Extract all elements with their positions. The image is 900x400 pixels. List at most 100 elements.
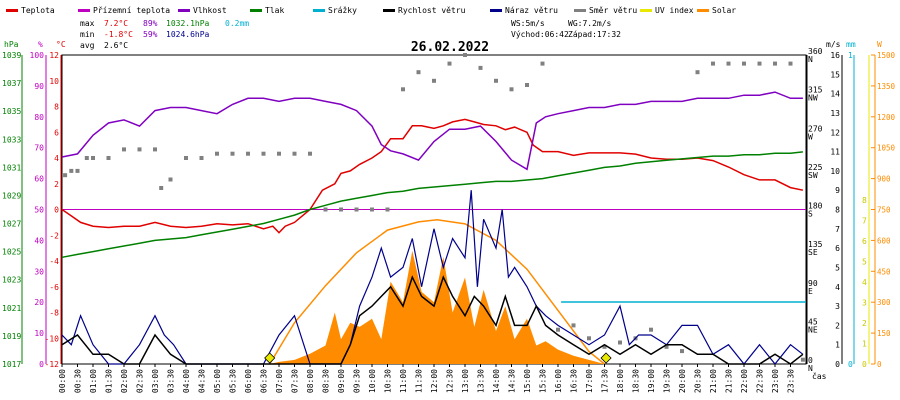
x-tick-label: 04:30 (198, 369, 207, 393)
legend-label: Přízemní teplota (93, 6, 170, 15)
wind-direction-point (199, 156, 204, 160)
wind-direction-point (323, 207, 328, 212)
wind-speed-tick: 16 (830, 51, 840, 60)
stats-max-label: max (80, 19, 95, 28)
legend-label: Tlak (265, 6, 284, 15)
wind-direction-tick: 90 (808, 279, 818, 288)
humidity-tick: 30 (34, 267, 44, 276)
legend-swatch (574, 9, 586, 12)
pressure-line (61, 151, 803, 259)
wind-direction-point (168, 177, 173, 182)
stats-wind-gust: WG:7.2m/s (568, 19, 612, 28)
x-tick-label: 02:30 (136, 369, 145, 393)
x-tick-label: 10:00 (368, 369, 377, 393)
wind-speed-tick: 0 (835, 360, 840, 369)
temperature-unit: °C (56, 40, 66, 49)
wind-speed-unit: m/s (826, 40, 841, 49)
wind-direction-point (215, 151, 219, 156)
uv-marker (600, 352, 612, 364)
wind-direction-tick: 225 (808, 163, 823, 172)
x-tick-label: 17:30 (601, 369, 610, 393)
wind-direction-tick: 315 (808, 86, 823, 95)
solar-theoretical-line (269, 219, 605, 365)
x-tick-label: 05:00 (213, 369, 222, 393)
wind-speed-tick: 2 (835, 321, 840, 330)
wind-direction-label: SW (808, 171, 818, 180)
wind-direction-tick: 180 (808, 202, 823, 211)
wind-direction-point (618, 340, 622, 345)
wind-direction-tick: 0 (808, 356, 813, 365)
stats-rain: 0.2mm (225, 19, 249, 28)
temperature-tick: -12 (45, 360, 60, 369)
x-tick-label: 18:00 (616, 369, 625, 393)
temperature-tick: -8 (49, 309, 59, 318)
x-axis-unit: čas (812, 371, 827, 381)
x-tick-label: 04:00 (182, 369, 191, 393)
wind-direction-point (230, 151, 235, 156)
legend: Teplota Přízemní teplota Vlhkost Tlak Srážky… (6, 6, 736, 15)
wind-direction-point (587, 336, 591, 341)
uv-tick: 2 (862, 319, 867, 328)
wind-direction-point (602, 344, 607, 349)
wind-direction-point (75, 168, 80, 173)
wind-direction-point (680, 349, 684, 354)
solar-tick: 300 (877, 298, 891, 307)
temperature-tick: 0 (54, 206, 59, 215)
x-tick-label: 13:00 (461, 369, 470, 393)
humidity-tick: 100 (30, 51, 45, 60)
temperature-tick: 8 (54, 103, 59, 112)
legend-swatch (383, 9, 395, 12)
pressure-tick: 1029 (2, 191, 21, 200)
legend-swatch (697, 9, 709, 12)
humidity-tick: 0 (39, 360, 44, 369)
solar-tick: 600 (877, 236, 891, 245)
solar-tick: 0 (877, 360, 882, 369)
x-tick-label: 12:30 (446, 369, 455, 393)
legend-label: Rychlost větru (398, 6, 466, 15)
wind-direction-label: E (808, 287, 813, 296)
pressure-tick: 1035 (2, 107, 21, 116)
rain-tick: 1 (848, 51, 853, 60)
wind-speed-tick: 1 (835, 341, 840, 350)
wind-direction-point (711, 61, 715, 66)
wind-direction-point (525, 83, 529, 87)
x-tick-label: 01:30 (105, 369, 114, 393)
pressure-tick: 1025 (2, 248, 21, 257)
x-tick-label: 01:00 (89, 369, 98, 393)
legend-swatch (250, 9, 262, 12)
humidity-line (61, 91, 803, 171)
legend-swatch (490, 9, 502, 12)
wind-speed-line (61, 275, 804, 365)
wind-direction-label: SE (808, 248, 818, 257)
temperature-tick: 6 (54, 128, 59, 137)
legend-label: Solar (712, 6, 736, 15)
stats-min-label: min (80, 30, 95, 39)
pressure-tick: 1037 (2, 79, 21, 88)
x-tick-label: 21:30 (725, 369, 734, 393)
uv-tick: 3 (862, 299, 867, 308)
wind-direction-label: S (808, 210, 813, 219)
x-tick-label: 06:00 (244, 369, 253, 393)
wind-direction-point (292, 151, 297, 156)
pressure-tick: 1031 (2, 163, 21, 172)
wind-speed-tick: 9 (835, 186, 840, 195)
wind-direction-point (649, 327, 653, 332)
x-tick-label: 23:00 (771, 369, 780, 393)
plot-area (61, 53, 807, 365)
x-tick-label: 09:30 (353, 369, 362, 393)
x-tick-label: 14:00 (492, 369, 501, 393)
x-tick-label: 17:00 (585, 369, 594, 393)
wind-direction-point (106, 156, 111, 160)
pressure-tick: 1039 (2, 51, 21, 60)
wind-direction-point (184, 156, 188, 160)
x-tick-label: 03:00 (151, 369, 160, 393)
solar-tick: 450 (877, 267, 891, 276)
x-tick-label: 00:00 (58, 369, 67, 393)
stats-max-humidity: 89% (143, 19, 158, 28)
stats-min-temp: -1.8°C (104, 30, 133, 39)
x-tick-label: 20:00 (678, 369, 687, 393)
pressure-tick: 1017 (2, 360, 21, 369)
wind-speed-tick: 13 (830, 109, 840, 118)
solar-tick: 900 (877, 175, 891, 184)
